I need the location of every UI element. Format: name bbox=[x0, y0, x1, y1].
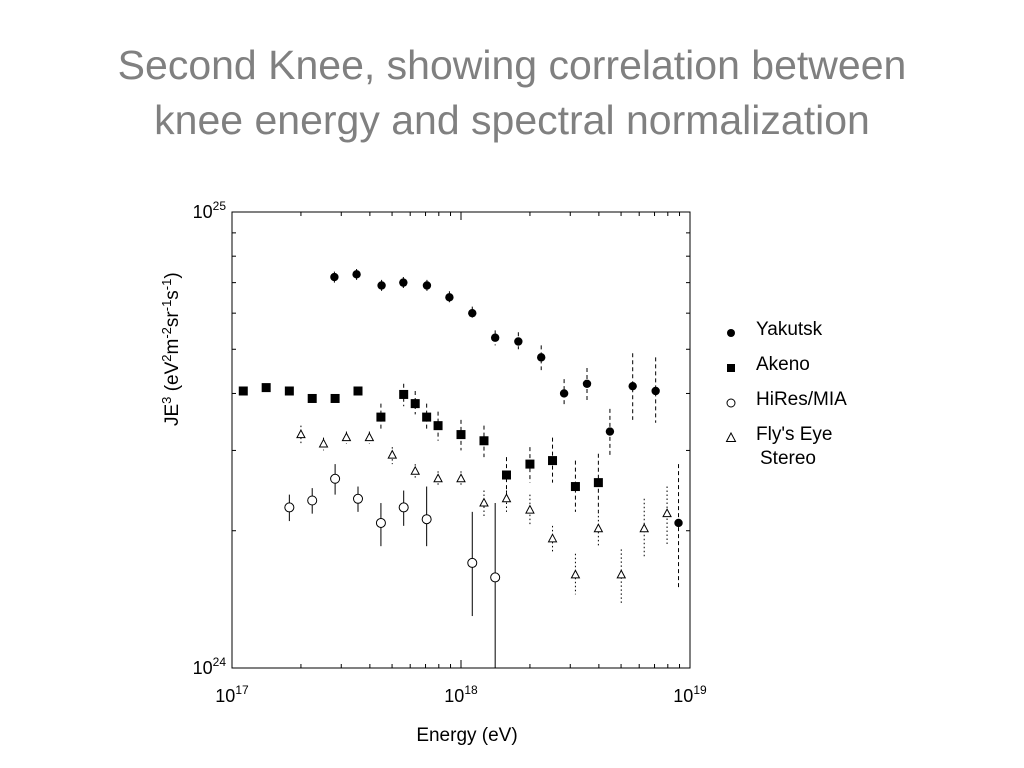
akeno-point bbox=[501, 470, 511, 480]
fly-s-eye-point bbox=[433, 473, 443, 483]
fly-s-eye-point bbox=[410, 465, 421, 475]
yakutsk-point bbox=[674, 518, 683, 528]
fly-s-eye-point bbox=[318, 438, 329, 448]
fly-s-eye-point bbox=[593, 523, 604, 533]
yakutsk-point bbox=[651, 386, 660, 396]
legend: Yakutsk Akeno HiRes/MIA Fly's Eye Stereo bbox=[720, 318, 900, 469]
legend-label-hires-mia: HiRes/MIA bbox=[756, 389, 847, 410]
akeno-point bbox=[410, 399, 420, 409]
fly-s-eye-point bbox=[525, 504, 535, 514]
akeno-point bbox=[525, 459, 535, 469]
akeno-point bbox=[593, 478, 603, 488]
fly-s-eye-point bbox=[479, 497, 489, 507]
fly-s-eye-point bbox=[547, 533, 558, 543]
yakutsk-point bbox=[468, 308, 477, 318]
legend-marker-yakutsk bbox=[727, 329, 735, 337]
akeno-point bbox=[570, 482, 580, 492]
akeno-point bbox=[238, 386, 248, 396]
akeno-point bbox=[284, 386, 294, 396]
akeno-point bbox=[456, 430, 466, 440]
x-axis-label: Energy (eV) bbox=[416, 725, 517, 746]
yakutsk-point bbox=[422, 281, 432, 290]
legend-marker-hires-mia bbox=[726, 398, 736, 408]
fly-s-eye-point bbox=[662, 508, 672, 518]
fly-s-eye-point bbox=[501, 493, 512, 503]
legend-marker-flys-eye bbox=[725, 431, 737, 442]
slide-title: Second Knee, showing correlation between… bbox=[0, 38, 1024, 148]
yakutsk-point bbox=[628, 381, 637, 391]
akeno-point bbox=[433, 421, 443, 431]
fly-s-eye-point bbox=[341, 432, 352, 442]
fly-s-eye-point bbox=[364, 432, 375, 442]
fly-s-eye-point bbox=[456, 473, 466, 483]
hires-mia-point bbox=[284, 502, 295, 513]
legend-entry-flys-eye: Fly's Eye Stereo bbox=[720, 423, 900, 469]
legend-entry-yakutsk: Yakutsk bbox=[720, 318, 900, 353]
legend-label-yakutsk: Yakutsk bbox=[756, 319, 823, 340]
yakutsk-point bbox=[490, 333, 500, 342]
yakutsk-point bbox=[377, 281, 386, 290]
hires-mia-point bbox=[467, 557, 478, 568]
legend-label-akeno: Akeno bbox=[756, 354, 810, 375]
akeno-point bbox=[261, 383, 271, 393]
yakutsk-point bbox=[352, 270, 361, 279]
x-tick-label: 1019 bbox=[673, 683, 707, 706]
legend-entry-akeno: Akeno bbox=[720, 353, 900, 388]
x-tick-label: 1018 bbox=[444, 683, 478, 706]
akeno-point bbox=[376, 412, 386, 422]
y-tick-label: 1024 bbox=[193, 655, 227, 678]
akeno-point bbox=[548, 456, 558, 466]
x-tick-label: 1017 bbox=[215, 683, 249, 706]
hires-mia-point bbox=[398, 502, 409, 513]
hires-mia-point bbox=[375, 517, 386, 528]
y-tick-label: 1025 bbox=[193, 199, 227, 222]
legend-entry-hires-mia: HiRes/MIA bbox=[720, 388, 900, 423]
hires-mia-point bbox=[307, 495, 318, 506]
hires-mia-point bbox=[353, 493, 364, 504]
akeno-point bbox=[330, 393, 340, 403]
plot-frame bbox=[231, 211, 691, 669]
slide-title-line-2: knee energy and spectral normalization bbox=[154, 97, 870, 143]
akeno-point bbox=[307, 393, 317, 403]
yakutsk-point bbox=[582, 379, 592, 388]
y-axis-label: JE3 (eV2m-2sr-1s-1) bbox=[159, 272, 184, 426]
legend-marker-akeno bbox=[727, 364, 735, 372]
yakutsk-point bbox=[514, 337, 523, 346]
yakutsk-point bbox=[399, 278, 408, 287]
hires-mia-point bbox=[421, 514, 432, 525]
slide-title-line-1: Second Knee, showing correlation between bbox=[117, 42, 907, 88]
yakutsk-point bbox=[605, 427, 615, 436]
legend-label-flys-eye-line-2: Stereo bbox=[760, 448, 816, 469]
hires-mia-point bbox=[330, 473, 341, 484]
akeno-point bbox=[422, 412, 432, 422]
data-marks bbox=[238, 268, 683, 668]
legend-label-flys-eye: Fly's Eye bbox=[756, 424, 833, 445]
yakutsk-point bbox=[537, 353, 546, 362]
akeno-point bbox=[479, 436, 489, 446]
akeno-point bbox=[399, 389, 409, 399]
yakutsk-point bbox=[559, 389, 569, 398]
yakutsk-point bbox=[330, 272, 339, 282]
yakutsk-point bbox=[445, 293, 454, 302]
axes: 1017 1018 1019 1024 1025 bbox=[193, 199, 707, 706]
fly-s-eye-point bbox=[296, 429, 306, 439]
fly-s-eye-point bbox=[570, 569, 581, 579]
hires-mia-point bbox=[490, 572, 501, 583]
fly-s-eye-point bbox=[616, 569, 627, 579]
fly-s-eye-point bbox=[387, 449, 398, 459]
akeno-point bbox=[353, 386, 363, 396]
fly-s-eye-point bbox=[639, 523, 650, 533]
